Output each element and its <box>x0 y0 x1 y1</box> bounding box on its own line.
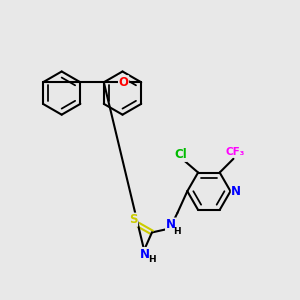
Text: H: H <box>148 255 156 264</box>
Text: CF₃: CF₃ <box>226 147 245 157</box>
Text: S: S <box>129 213 138 226</box>
Text: Cl: Cl <box>174 148 187 161</box>
Text: O: O <box>118 76 129 89</box>
Text: N: N <box>166 218 176 231</box>
Text: H: H <box>173 227 180 236</box>
Text: N: N <box>140 248 150 260</box>
Text: N: N <box>231 185 242 198</box>
